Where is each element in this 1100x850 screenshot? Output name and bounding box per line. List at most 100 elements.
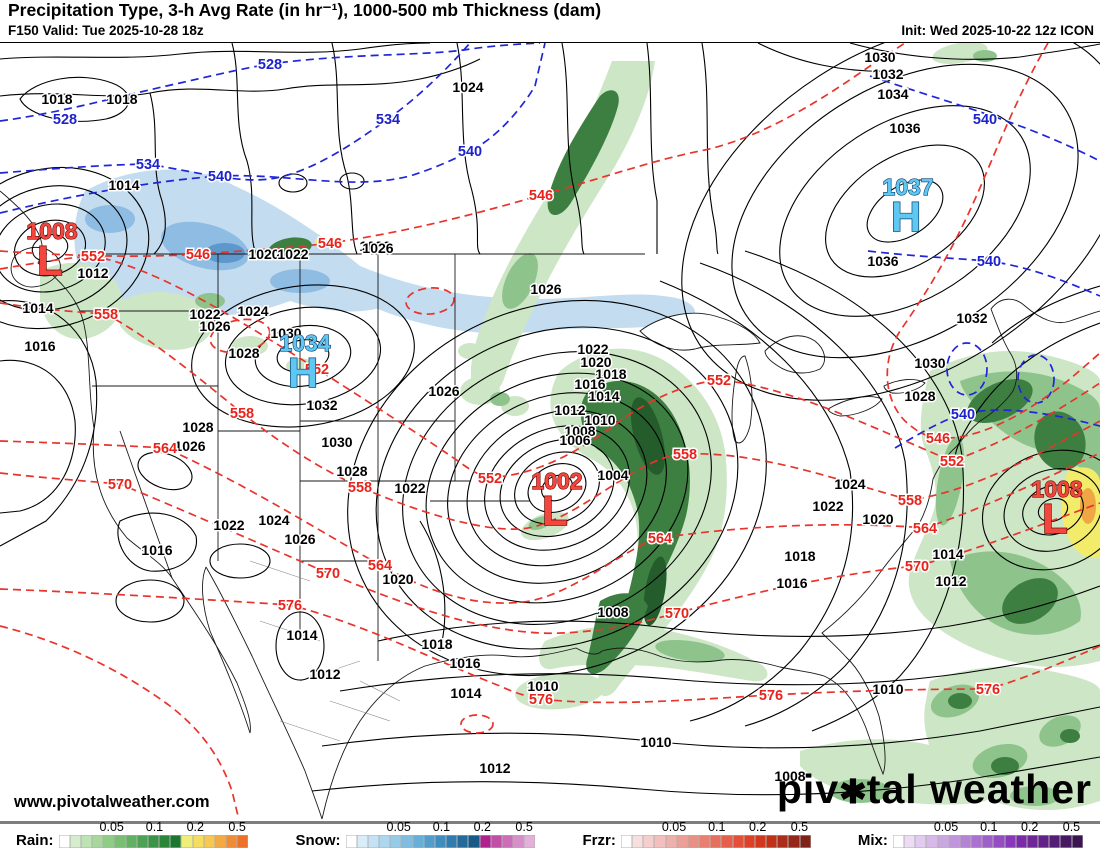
- isobar-label: 1008: [597, 604, 628, 620]
- legend-swatch: [799, 835, 811, 848]
- legend-swatch: [732, 835, 744, 848]
- thickness-label-red: 558: [898, 493, 922, 509]
- legend-group: Snow: 0.05 0.1 0.2 0.5: [296, 820, 536, 848]
- isobar-label: 1010: [872, 681, 903, 697]
- legend-tick: 0.05: [386, 820, 411, 834]
- legend-swatch: [904, 835, 916, 848]
- pressure-center-value: 1002: [531, 468, 582, 494]
- valid-time: F150 Valid: Tue 2025-10-28 18z: [8, 23, 204, 38]
- isobar-label: 1028: [182, 419, 213, 435]
- legend-swatch: [367, 835, 380, 848]
- isobar-label: 1036: [867, 253, 898, 269]
- legend-tick: 0.5: [790, 820, 809, 834]
- contour-ring: [13, 219, 87, 277]
- legend-group-label: Frzr:: [582, 832, 616, 849]
- legend-tick: 0.1: [145, 820, 164, 834]
- pressure-center-value: 1034: [279, 330, 330, 356]
- contour-ring: [0, 166, 150, 330]
- thickness-label-blue: 528: [53, 112, 77, 128]
- legend-tick: 0.1: [432, 820, 451, 834]
- pressure-center-letter: H: [288, 349, 318, 396]
- thickness-label-red: 552: [707, 373, 731, 389]
- legend-swatch: [654, 835, 666, 848]
- legend-swatch: [401, 835, 413, 848]
- legend-swatch: [423, 835, 435, 848]
- legend-swatch: [181, 835, 193, 848]
- isobar-label: 1018: [106, 91, 137, 107]
- legend-swatch: [125, 835, 137, 848]
- contour-ring: [514, 451, 600, 525]
- isobar-label: 1022: [812, 498, 843, 514]
- isobar-label: 1020: [580, 354, 611, 370]
- isobar-label: 1024: [258, 512, 289, 528]
- thickness-label-red: 546: [926, 431, 950, 447]
- legend-swatch: [80, 835, 93, 848]
- thickness-label-blue: 540: [458, 144, 482, 160]
- thickness-label-red: 552: [478, 471, 502, 487]
- isobar-label: 1022: [577, 341, 608, 357]
- legend-tick: 0.2: [1020, 820, 1039, 834]
- thickness-label-red: 552: [81, 249, 105, 265]
- isobar-label: 1024: [237, 303, 268, 319]
- contour-ring: [681, 43, 1100, 401]
- isobar-label: 1030: [914, 355, 945, 371]
- legend-tick: 0.05: [661, 820, 687, 834]
- contour-ring: [115, 579, 185, 623]
- legend-swatch: [743, 835, 755, 848]
- legend-swatch: [699, 835, 711, 848]
- isobar-label: 1014: [22, 300, 53, 316]
- legend-swatch: [676, 835, 688, 848]
- legend-colorbar: 0.05 0.1 0.2 0.5: [892, 820, 1083, 848]
- legend-tick: 0.05: [99, 820, 124, 834]
- legend-group-label: Mix:: [857, 832, 888, 849]
- legend-swatch: [710, 835, 722, 848]
- isobar-label: 1016: [574, 376, 605, 392]
- contour-ring: [731, 63, 1079, 359]
- pressure-center-letter: L: [37, 237, 63, 284]
- thickness-label-blue: 534: [376, 112, 400, 128]
- legend-swatch: [412, 835, 424, 848]
- isobar-label: 1010: [640, 734, 671, 750]
- isobar-label: 1018: [41, 91, 72, 107]
- thickness-label-red: 564: [648, 531, 672, 547]
- thickness-label-red: 570: [316, 566, 340, 582]
- isobar-label: 1032: [872, 66, 903, 82]
- isobar-label: 1012: [77, 265, 108, 281]
- pivotal-weather-logo: piv✱tal weather: [777, 766, 1092, 813]
- thickness-label-red: 564: [913, 521, 937, 537]
- thickness-contours: [0, 43, 1100, 817]
- contour-ring: [278, 173, 308, 193]
- isobar-label: 1030: [864, 49, 895, 65]
- isobar-label: 1012: [309, 666, 340, 682]
- contour-ring: [981, 449, 1100, 571]
- legend-swatch: [754, 835, 767, 848]
- contour-ring: [276, 339, 330, 373]
- thickness-label-red: 570: [108, 477, 132, 493]
- legend-swatch: [457, 835, 469, 848]
- legend-swatch: [687, 835, 700, 848]
- contour-ring: [484, 425, 630, 551]
- legend-swatch: [721, 835, 733, 848]
- isobar-label: 1016: [449, 655, 480, 671]
- pressure-center-value: 1037: [882, 174, 933, 200]
- legend-group: Frzr: 0.05 0.1 0.2 0.5: [582, 820, 811, 849]
- legend-swatch: [501, 835, 514, 848]
- legend-tick: 0.5: [515, 820, 533, 834]
- legend-swatch: [959, 835, 972, 848]
- isobar-label: 1026: [362, 240, 393, 256]
- legend-tick: 0.1: [708, 820, 726, 834]
- pressure-center-value: 1008: [1031, 476, 1082, 502]
- isobar-label: 1024: [834, 476, 865, 492]
- legend-swatch: [237, 835, 249, 848]
- legend-swatch: [58, 835, 70, 848]
- isobar-label: 1008: [774, 768, 805, 784]
- legend-swatch: [1004, 835, 1016, 848]
- thickness-label-red: 564: [153, 441, 177, 457]
- isobar-label: 1014: [286, 627, 317, 643]
- isobar-label: 1022: [394, 480, 425, 496]
- contour-ring: [339, 172, 365, 190]
- legend-swatch: [136, 835, 148, 848]
- thickness-label-red: 552: [305, 362, 329, 378]
